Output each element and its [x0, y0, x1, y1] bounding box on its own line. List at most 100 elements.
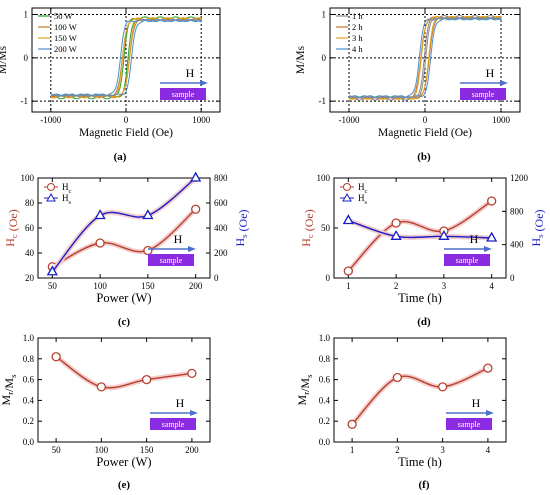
panel-d-xtick-label: 3	[442, 281, 447, 291]
panel-d-point-Hc	[391, 218, 401, 228]
panel-d-ylabel-group: Hc (Oe)	[299, 209, 316, 247]
panel-e-ylabel: Mr/Ms	[0, 374, 18, 406]
label-part: H	[529, 238, 543, 247]
panel-d-ylabel: Hc (Oe)	[299, 209, 316, 247]
label-part: c	[69, 188, 72, 195]
panel-f-xtick-label: 3	[440, 445, 445, 455]
panel-d-rtick-label: 0	[510, 273, 515, 283]
label-part: M	[2, 378, 16, 389]
panel-a-ytick-label: 1	[24, 10, 29, 20]
panel-c-ylabel: Hc (Oe)	[3, 209, 20, 247]
panel-e-xtick-label: 50	[52, 445, 62, 455]
panel-a-legend-entry: 200 W	[54, 44, 77, 54]
panel-c-ytick-label: 20	[25, 273, 35, 283]
label-part: s	[304, 374, 314, 378]
label-part: M	[0, 394, 13, 405]
panel-b-xtick-label: 1000	[492, 115, 511, 125]
label-part: H	[3, 238, 17, 247]
panel-a-xtick-label: 1000	[192, 115, 211, 125]
panel-e-ytick-label: 0.8	[23, 354, 35, 364]
panel-c-point-Hc	[95, 238, 105, 248]
panel-b-field-label: H	[486, 66, 495, 80]
panel-d-ylabel-right: Hs (Oe)	[529, 209, 546, 246]
panel-a-field-label: H	[186, 66, 195, 80]
panel-b-legend-entry: 2 h	[352, 22, 363, 32]
panel-a-legend-entry: 100 W	[54, 22, 77, 32]
panel-e-ylabel-group: Mr/Ms	[0, 374, 18, 406]
panel-c-field-label: H	[174, 232, 183, 246]
panel-d-rtick-label: 1200	[510, 173, 529, 183]
panel-f-ytick-label: 0.2	[319, 416, 330, 426]
panel-c-rtick-label: 600	[214, 198, 228, 208]
panel-c-line-1	[51, 177, 197, 273]
panel-a-ylabel: M/Ms	[0, 45, 9, 74]
panel-f-field-label: H	[472, 396, 481, 410]
label-part: r	[301, 392, 311, 395]
panel-a-label: (a)	[114, 151, 127, 163]
panel-f-ylabel: Mr/Ms	[295, 374, 314, 406]
panel-f-sample-text: sample	[458, 420, 481, 429]
panel-c-ylabel-right-group: Hs (Oe)	[233, 209, 250, 246]
label-part: /	[298, 388, 312, 392]
panel-d-xtick-label: 2	[394, 281, 399, 291]
panel-b-ylabel: M/Ms	[295, 45, 307, 74]
panel-c-xtick-label: 150	[141, 281, 155, 291]
panel-f-line	[351, 367, 489, 425]
panel-f-sample-badge	[446, 418, 492, 430]
label-part: s	[239, 234, 249, 238]
panel-f-frame	[333, 337, 507, 443]
panel-b-ytick-label: 0	[322, 53, 327, 63]
panel-c-legend-entry: Hs	[62, 193, 72, 206]
panel-c-xtick-label: 100	[93, 281, 107, 291]
panel-d-arrow-head	[484, 246, 492, 252]
panel-c-sample-text: sample	[160, 256, 183, 265]
panel-c-sample-badge	[148, 254, 194, 266]
panel-c-point-Hs	[94, 209, 106, 220]
panel-f-point	[392, 372, 403, 383]
panel-e-xtick-label: 200	[185, 445, 199, 455]
panel-b-xtick-label: 0	[423, 115, 428, 125]
panel-c-point-Hs	[190, 171, 202, 182]
panel-d-point-Hc	[343, 266, 353, 276]
panel-c-arrow-head	[188, 246, 196, 252]
panel-e-ytick-label: 0.4	[23, 395, 35, 405]
label-part: H	[62, 182, 69, 192]
panel-a-loop-2	[50, 17, 202, 99]
label-part: H	[299, 238, 313, 247]
panel-a-loop-3	[50, 18, 202, 97]
panel-f-glow	[350, 365, 489, 427]
panel-a-xtick-label: 0	[124, 115, 129, 125]
panel-f-arrow-head	[486, 410, 494, 416]
panel-a-ytick-label: -1	[21, 96, 29, 106]
panel-d-ytick-label: 0	[326, 273, 331, 283]
panel-f-label: (f)	[419, 479, 430, 491]
panel-c-point-Hs	[46, 265, 58, 276]
panel-f-xtick-label: 4	[486, 445, 491, 455]
panel-e-line	[55, 356, 192, 389]
label-part: s	[69, 199, 72, 206]
panel-c-ytick-label: 100	[21, 173, 35, 183]
panel-c-ylabel-group: Hc (Oe)	[3, 209, 20, 247]
panel-c-ytick-label: 80	[25, 198, 35, 208]
label-part: H	[62, 193, 69, 203]
panel-d-point-Hc	[487, 196, 497, 206]
panel-d-sample-text: sample	[456, 256, 479, 265]
panel-e-xtick-label: 150	[140, 445, 154, 455]
panel-f-ytick-label: 0.6	[319, 375, 331, 385]
panel-b-legend-entry: 1 h	[352, 11, 363, 21]
panel-d-xtick-label: 1	[346, 281, 351, 291]
panel-a-ylabel-group: M/Ms	[0, 45, 9, 74]
panel-d-xlabel: Time (h)	[398, 291, 442, 305]
panel-c-legend-marker	[46, 192, 56, 202]
panel-f-ytick-label: 0.8	[319, 354, 331, 364]
panel-f-point	[347, 419, 357, 429]
label-part: H	[358, 193, 365, 203]
label-part: s	[365, 199, 368, 206]
label-part: s	[535, 234, 545, 238]
panel-d-legend-marker	[343, 183, 351, 191]
panel-e-point	[51, 352, 61, 362]
panel-d-line-1	[348, 219, 492, 239]
label-part: M	[298, 378, 312, 389]
label-part: H	[358, 182, 365, 192]
panel-c-rtick-label: 400	[214, 223, 228, 233]
